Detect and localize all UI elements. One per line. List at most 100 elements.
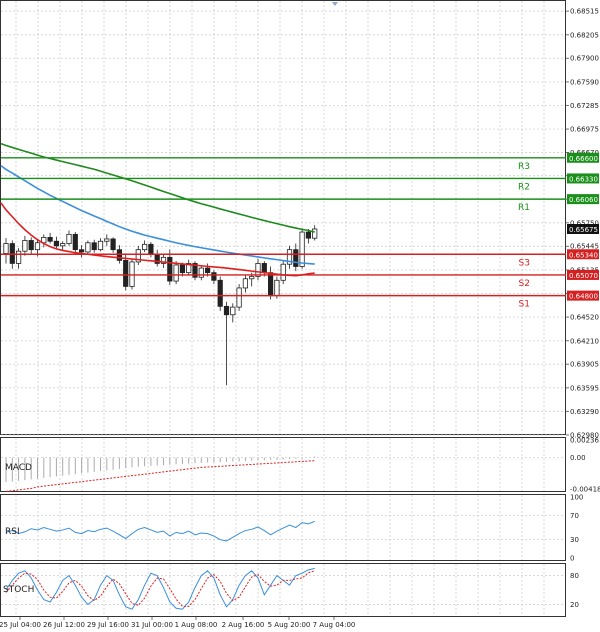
candle-down [179,264,185,274]
level-value: 0.64800 [569,293,598,301]
x-tick-label: 29 Jul 16:00 [87,621,129,629]
rsi-label: RSI [5,527,20,537]
level-badge-s3: 0.65340 [567,249,599,260]
candle-down [223,305,230,316]
candle-up [280,263,286,281]
level-badge-bg [567,173,599,184]
y-tick-label: 0.64210 [570,337,599,345]
candle-down [261,263,267,274]
x-tick-label: 7 Aug 04:00 [313,621,356,629]
current-price-badge [567,223,599,234]
candle-down [72,233,78,251]
scroll-marker-icon [332,2,338,6]
rsi-line [5,520,315,542]
candle-up [3,243,9,254]
level-badge-s1: 0.64800 [567,290,599,301]
level-name: R1 [518,203,530,213]
candle-down [267,272,274,297]
candle-up [255,263,261,277]
candle-up [274,279,280,297]
y-tick-label: 0.67900 [570,55,599,63]
pane-rsi [0,494,566,561]
level-badge-bg [567,249,599,260]
candle-down [123,259,129,287]
level-name: S1 [519,300,530,310]
candle-up [186,263,192,274]
candle-down [217,279,223,307]
level-value: 0.65070 [569,272,598,280]
candle-up [160,256,167,264]
y-tick-label: 0.67285 [570,102,599,110]
x-tick-label: 26 Jul 12:00 [43,621,85,629]
rsi-y-tick: 70 [570,512,579,520]
ma-red-line [0,202,315,277]
rsi-y-tick: 100 [570,494,583,502]
pane-main [0,0,566,435]
candle-down [47,237,53,242]
candle-up [22,240,28,252]
macd-y-tick: 0.00 [570,454,586,462]
x-tick-label: 25 Jul 04:00 [0,621,41,629]
y-tick-label: 0.63290 [570,408,599,416]
y-tick-label: 0.63905 [570,361,599,369]
candle-down [192,263,198,278]
candle-up [60,243,66,247]
candle-up [141,243,148,251]
level-name: R2 [518,182,530,192]
y-tick-label: 0.66975 [570,126,599,134]
pane-macd [0,437,566,492]
stoch-label: STOCH [3,585,34,595]
candle-up [85,242,91,253]
level-badge-s2: 0.65070 [567,269,599,280]
level-badge-bg [567,269,599,280]
candle-up [249,276,255,280]
current-price-label: 0.65675 [569,226,598,234]
candle-up [173,264,179,282]
ma-green-line [0,142,315,233]
candle-down [53,240,60,247]
candle-down [167,256,173,282]
candle-up [242,278,248,289]
candle-down [116,249,122,261]
candle-down [28,240,34,251]
candle-up [198,267,204,278]
level-value: 0.66060 [569,196,598,204]
candle-down [91,242,97,251]
stoch-k-line [5,567,315,610]
macd-signal-line [5,460,315,492]
x-tick-label: 31 Jul 00:00 [131,621,173,629]
candle-down [110,238,116,251]
candle-up [97,240,104,251]
y-tick-label: 0.68205 [570,31,599,39]
candle-up [312,228,318,239]
level-badge-bg [567,152,599,163]
level-badge-r2: 0.66330 [567,173,599,184]
level-badge-bg [567,290,599,301]
y-tick-label: 0.68515 [570,8,599,16]
x-tick-label: 2 Aug 16:00 [222,621,265,629]
level-name: S2 [519,279,530,289]
candle-up [15,250,22,264]
candle-down [293,249,299,267]
candle-down [204,267,211,274]
macd-y-tick: 0.002361 [570,437,600,445]
level-badge-r3: 0.66600 [567,152,599,163]
candle-up [236,287,242,308]
candle-up [230,306,236,316]
candle-up [286,249,293,265]
candle-up [34,242,41,251]
stoch-y-tick: 80 [570,572,579,580]
y-tick-label: 0.67590 [570,78,599,86]
level-badge-r1: 0.66060 [567,194,599,205]
candle-up [135,249,141,263]
x-tick-label: 5 Aug 20:00 [268,621,311,629]
level-value: 0.66600 [569,155,598,163]
level-value: 0.66330 [569,175,598,183]
rsi-y-tick: 0 [570,555,574,563]
level-badge-bg [567,194,599,205]
y-tick-label: 0.62980 [570,432,599,440]
y-tick-label: 0.63595 [570,384,599,392]
candle-up [66,233,72,244]
